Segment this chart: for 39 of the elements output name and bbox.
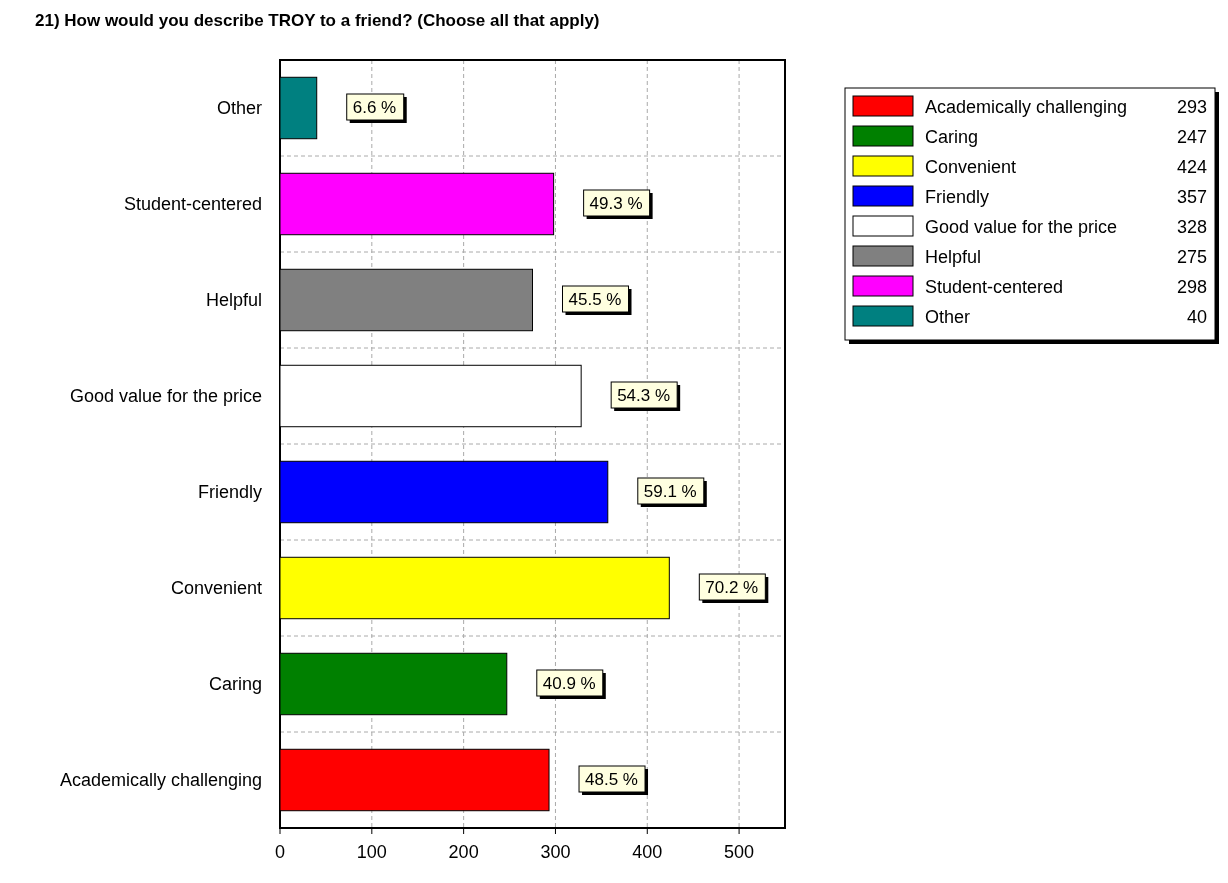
y-tick-label: Student-centered [123,194,262,214]
text: 298 [1176,277,1207,297]
y-tick-label: Other [216,98,262,118]
legend-label: Convenient [925,157,1017,177]
y-tick-label: Friendly [197,482,262,502]
text: 40 [1186,307,1207,327]
text: 328 [1176,217,1207,237]
annotation: 40.9 % [542,674,596,693]
y-tick-label: Convenient [170,578,262,598]
text: 293 [1176,97,1207,117]
annotation: 48.5 % [585,770,638,789]
legend-label: Caring [925,127,979,147]
x-tick-label: 300 [540,842,571,862]
annotation: 6.6 % [352,98,397,117]
annotation: 59.1 % [643,482,697,501]
annotation: 45.5 % [568,290,622,309]
text: 247 [1176,127,1207,147]
text: 424 [1176,157,1207,177]
legend-label: Other [925,307,971,327]
x-tick-label: 500 [724,842,755,862]
y-tick-label: Caring [208,674,262,694]
legend-label: Student-centered [925,277,1064,297]
x-tick-label: 100 [356,842,387,862]
legend-label: Good value for the price [925,217,1118,237]
text: 357 [1176,187,1207,207]
legend-label: Helpful [925,247,982,267]
annotation: 49.3 % [589,194,643,213]
x-tick-label: 0 [274,842,286,862]
x-tick-label: 200 [448,842,479,862]
text: 275 [1176,247,1207,267]
legend-label: Academically challenging [925,97,1128,117]
annotation: 54.3 % [617,386,671,405]
annotation: 70.2 % [705,578,759,597]
chart-title: 21) How would you describe TROY to a friend? (Choose all that apply) [35,11,600,30]
y-tick-label: Helpful [205,290,262,310]
x-tick-label: 400 [632,842,663,862]
legend-label: Friendly [925,187,990,207]
y-tick-label: Academically challenging [59,770,262,790]
y-tick-label: Good value for the price [69,386,262,406]
